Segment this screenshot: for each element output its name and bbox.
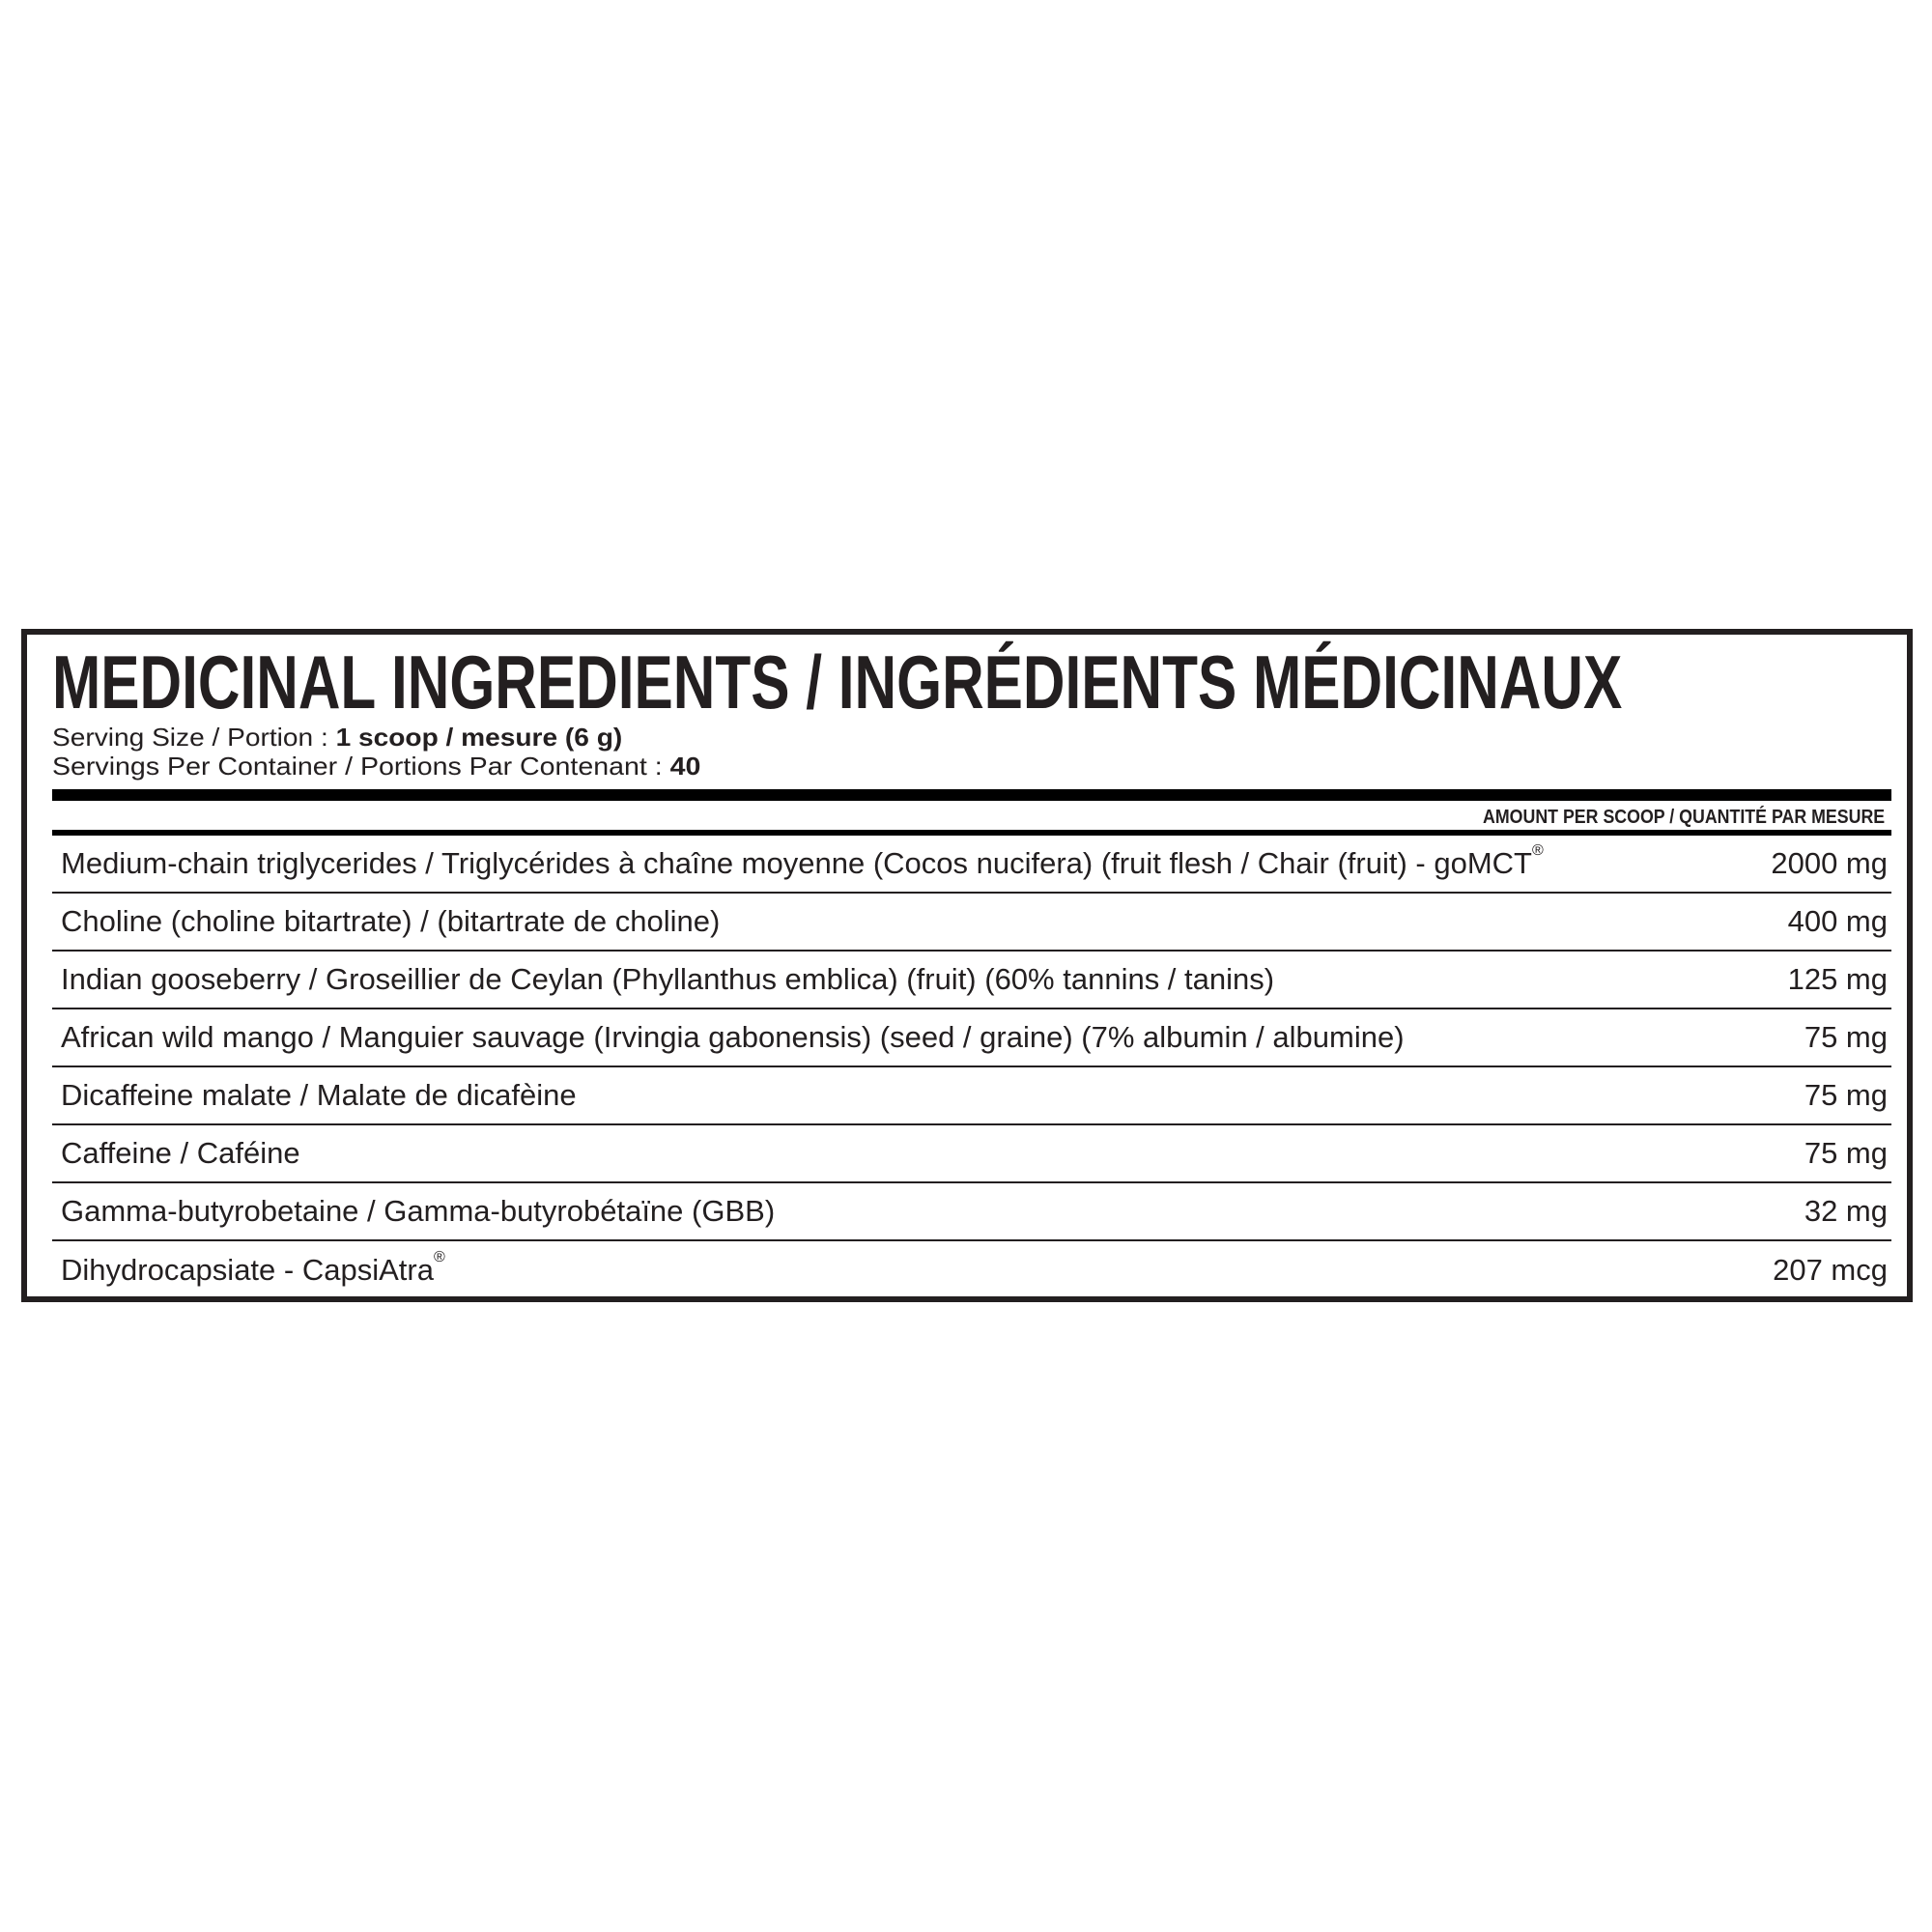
table-row: Gamma-butyrobetaine / Gamma-butyrobétaïn… <box>52 1183 1891 1241</box>
ingredient-name: Gamma-butyrobetaine / Gamma-butyrobétaïn… <box>61 1194 776 1228</box>
servings-per-container: Servings Per Container / Portions Par Co… <box>52 753 700 780</box>
table-row: Caffeine / Caféine 75 mg <box>52 1125 1891 1183</box>
ingredient-amount: 207 mcg <box>1773 1253 1888 1287</box>
table-row: Medium-chain triglycerides / Triglycérid… <box>52 836 1891 894</box>
ingredient-table: Medium-chain triglycerides / Triglycérid… <box>52 836 1891 1299</box>
header-divider <box>52 830 1891 836</box>
servings-label: Servings Per Container / Portions Par Co… <box>52 752 670 781</box>
serving-size-value: 1 scoop / mesure (6 g) <box>335 723 623 752</box>
ingredient-name: Dicaffeine malate / Malate de dicafèine <box>61 1078 577 1112</box>
ingredient-amount: 75 mg <box>1804 1136 1888 1170</box>
ingredient-amount: 2000 mg <box>1771 846 1888 880</box>
table-row: Dicaffeine malate / Malate de dicafèine 7… <box>52 1067 1891 1125</box>
ingredient-name: Choline (choline bitartrate) / (bitartra… <box>61 904 721 938</box>
ingredient-amount: 32 mg <box>1804 1194 1888 1228</box>
ingredient-name: Caffeine / Caféine <box>61 1136 300 1170</box>
table-row: Choline (choline bitartrate) / (bitartra… <box>52 894 1891 952</box>
table-row: African wild mango / Manguier sauvage (I… <box>52 1009 1891 1067</box>
ingredient-name: African wild mango / Manguier sauvage (I… <box>61 1020 1405 1054</box>
ingredient-amount: 75 mg <box>1804 1078 1888 1112</box>
ingredient-name: Indian gooseberry / Groseillier de Ceyla… <box>61 962 1275 996</box>
ingredient-amount: 125 mg <box>1787 962 1888 996</box>
ingredient-name: Dihydrocapsiate - CapsiAtra® <box>61 1249 445 1287</box>
ingredient-amount: 400 mg <box>1787 904 1888 938</box>
thick-divider <box>52 789 1891 801</box>
table-row: Indian gooseberry / Groseillier de Ceyla… <box>52 952 1891 1009</box>
medicinal-ingredients-panel: MEDICINAL INGREDIENTS / INGRÉDIENTS MÉDI… <box>21 629 1913 1302</box>
servings-value: 40 <box>669 752 701 781</box>
amount-column-header: AMOUNT PER SCOOP / QUANTITÉ PAR MESURE <box>1483 807 1886 828</box>
panel-title: MEDICINAL INGREDIENTS / INGRÉDIENTS MÉDI… <box>52 639 1623 724</box>
serving-size-label: Serving Size / Portion : <box>52 723 336 752</box>
ingredient-amount: 75 mg <box>1804 1020 1888 1054</box>
serving-size: Serving Size / Portion : 1 scoop / mesur… <box>52 724 622 751</box>
table-row: Dihydrocapsiate - CapsiAtra® 207 mcg <box>52 1241 1891 1299</box>
ingredient-name: Medium-chain triglycerides / Triglycérid… <box>61 842 1544 880</box>
